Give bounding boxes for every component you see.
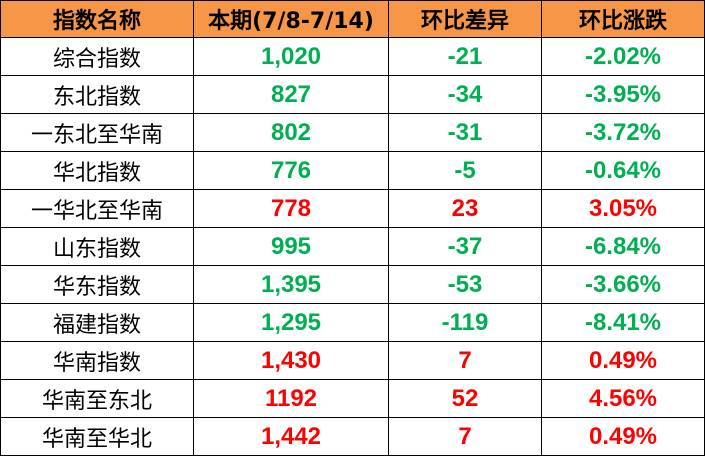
- current-value: 1,442: [193, 417, 389, 456]
- index-name: 一东北至华南: [0, 113, 194, 152]
- diff-value: 7: [388, 341, 542, 380]
- table-row: 华东指数 1,395 -53 -3.66%: [0, 265, 705, 304]
- pct-change: -2.02%: [541, 37, 705, 76]
- table-row: 福建指数 1,295 -119 -8.41%: [0, 303, 705, 342]
- pct-change: -6.84%: [541, 227, 705, 266]
- current-value: 1192: [193, 379, 389, 418]
- table-row: 华南至东北 1192 52 4.56%: [0, 379, 705, 418]
- table-row: 华南指数 1,430 7 0.49%: [0, 341, 705, 380]
- pct-change: -3.95%: [541, 75, 705, 114]
- index-name: 山东指数: [0, 227, 194, 266]
- pct-change: -3.72%: [541, 113, 705, 152]
- index-name: 华东指数: [0, 265, 194, 304]
- diff-value: -53: [388, 265, 542, 304]
- table-row: 东北指数 827 -34 -3.95%: [0, 75, 705, 114]
- current-value: 827: [193, 75, 389, 114]
- table-row: 一东北至华南 802 -31 -3.72%: [0, 113, 705, 152]
- index-name: 华南至华北: [0, 417, 194, 456]
- index-name: 东北指数: [0, 75, 194, 114]
- diff-value: 52: [388, 379, 542, 418]
- diff-value: -34: [388, 75, 542, 114]
- header-row: 指数名称 本期(7/8-7/14) 环比差异 环比涨跌: [0, 0, 705, 38]
- header-name: 指数名称: [0, 0, 194, 38]
- table-row: 华北指数 776 -5 -0.64%: [0, 151, 705, 190]
- diff-value: 23: [388, 189, 542, 228]
- table-row: 一华北至华南 778 23 3.05%: [0, 189, 705, 228]
- current-value: 1,430: [193, 341, 389, 380]
- current-value: 776: [193, 151, 389, 190]
- header-pct: 环比涨跌: [541, 0, 705, 38]
- diff-value: -119: [388, 303, 542, 342]
- diff-value: -31: [388, 113, 542, 152]
- index-name: 综合指数: [0, 37, 194, 76]
- index-name: 华北指数: [0, 151, 194, 190]
- index-name: 华南指数: [0, 341, 194, 380]
- table-row: 综合指数 1,020 -21 -2.02%: [0, 37, 705, 76]
- diff-value: 7: [388, 417, 542, 456]
- table-row: 华南至华北 1,442 7 0.49%: [0, 417, 705, 456]
- pct-change: 0.49%: [541, 341, 705, 380]
- index-name: 一华北至华南: [0, 189, 194, 228]
- index-name: 华南至东北: [0, 379, 194, 418]
- current-value: 1,295: [193, 303, 389, 342]
- pct-change: -0.64%: [541, 151, 705, 190]
- index-name: 福建指数: [0, 303, 194, 342]
- current-value: 802: [193, 113, 389, 152]
- header-current: 本期(7/8-7/14): [193, 0, 389, 38]
- pct-change: -3.66%: [541, 265, 705, 304]
- pct-change: 3.05%: [541, 189, 705, 228]
- diff-value: -37: [388, 227, 542, 266]
- pct-change: 0.49%: [541, 417, 705, 456]
- current-value: 1,020: [193, 37, 389, 76]
- header-diff: 环比差异: [388, 0, 542, 38]
- pct-change: 4.56%: [541, 379, 705, 418]
- diff-value: -21: [388, 37, 542, 76]
- table-row: 山东指数 995 -37 -6.84%: [0, 227, 705, 266]
- current-value: 778: [193, 189, 389, 228]
- current-value: 995: [193, 227, 389, 266]
- pct-change: -8.41%: [541, 303, 705, 342]
- current-value: 1,395: [193, 265, 389, 304]
- diff-value: -5: [388, 151, 542, 190]
